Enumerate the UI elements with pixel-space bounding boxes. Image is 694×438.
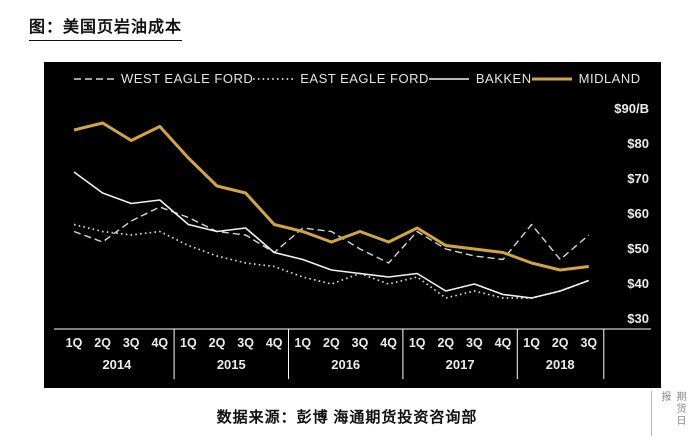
watermark-divider xyxy=(651,391,652,436)
line-chart: $90/B $80 $70 $60 $50 $40 $30 1Q 2Q 3Q 4Q 1Q 2Q 3Q 4Q 1… xyxy=(54,101,651,379)
x-year-label: 2018 xyxy=(546,357,575,372)
legend-label: WEST EAGLE FORD xyxy=(121,71,254,86)
legend-item-bakken: BAKKEN xyxy=(428,71,532,86)
figure-title: 图：美国页岩油成本 xyxy=(29,13,183,41)
y-tick-label: $60 xyxy=(627,206,649,221)
x-quarter-label: 2Q xyxy=(209,336,226,350)
series-line-west-eagle-ford xyxy=(73,206,590,264)
x-quarter-label: 4Q xyxy=(495,336,512,350)
x-quarter-label: 4Q xyxy=(266,336,283,350)
x-quarter-label: 3Q xyxy=(237,336,254,350)
x-quarter-label: 1Q xyxy=(523,336,540,350)
chart-panel: WEST EAGLE FORD EAST EAGLE FORD BAKKEN MIDL… xyxy=(44,62,661,388)
x-quarter-label: 2Q xyxy=(437,336,454,350)
series-line-bakken xyxy=(73,171,590,299)
x-quarter-label: 1Q xyxy=(409,336,426,350)
series-line-midland xyxy=(73,121,589,272)
legend-item-midland: MIDLAND xyxy=(531,71,641,86)
x-quarter-label: 1Q xyxy=(294,336,311,350)
data-source-caption: 数据来源：彭博 海通期货投资咨询部 xyxy=(216,410,478,426)
x-quarter-label: 3Q xyxy=(123,336,140,350)
x-quarter-label: 1Q xyxy=(66,336,83,350)
legend-line-swatch-solid-thick xyxy=(531,77,572,80)
x-year-label: 2014 xyxy=(102,357,132,372)
legend-item-east-eagle-ford: EAST EAGLE FORD xyxy=(253,71,429,86)
y-tick-label: $70 xyxy=(627,171,649,186)
x-year-label: 2016 xyxy=(331,357,360,372)
chart-legend: WEST EAGLE FORD EAST EAGLE FORD BAKKEN MIDL… xyxy=(44,71,661,86)
watermark-text: 期货日报 xyxy=(659,391,685,427)
legend-label: BAKKEN xyxy=(475,71,532,86)
x-quarter-label: 3Q xyxy=(580,336,597,350)
x-quarter-label: 3Q xyxy=(352,336,369,350)
x-quarter-label: 2Q xyxy=(323,336,340,350)
x-quarter-label: 2Q xyxy=(94,336,111,350)
y-tick-label: $50 xyxy=(627,241,649,256)
y-tick-label: $90/B xyxy=(614,101,649,116)
x-quarter-label: 4Q xyxy=(380,336,397,350)
legend-line-swatch-dotted xyxy=(253,77,294,80)
x-year-label: 2017 xyxy=(446,357,475,372)
legend-line-swatch-dashed xyxy=(74,77,114,80)
y-tick-label: $30 xyxy=(627,311,649,326)
watermark: 期货日报 xyxy=(651,391,687,436)
y-tick-label: $40 xyxy=(627,276,649,291)
x-quarter-label: 4Q xyxy=(151,336,168,350)
legend-label: MIDLAND xyxy=(578,71,641,86)
series-line-east-eagle-ford xyxy=(73,223,590,299)
x-quarter-label: 1Q xyxy=(180,336,197,350)
x-year-label: 2015 xyxy=(217,357,246,372)
y-tick-label: $80 xyxy=(627,136,649,151)
legend-item-west-eagle-ford: WEST EAGLE FORD xyxy=(74,71,253,86)
x-quarter-label: 2Q xyxy=(552,336,569,350)
legend-line-swatch-solid xyxy=(428,77,469,80)
legend-label: EAST EAGLE FORD xyxy=(300,71,429,86)
x-quarter-label: 3Q xyxy=(466,336,483,350)
